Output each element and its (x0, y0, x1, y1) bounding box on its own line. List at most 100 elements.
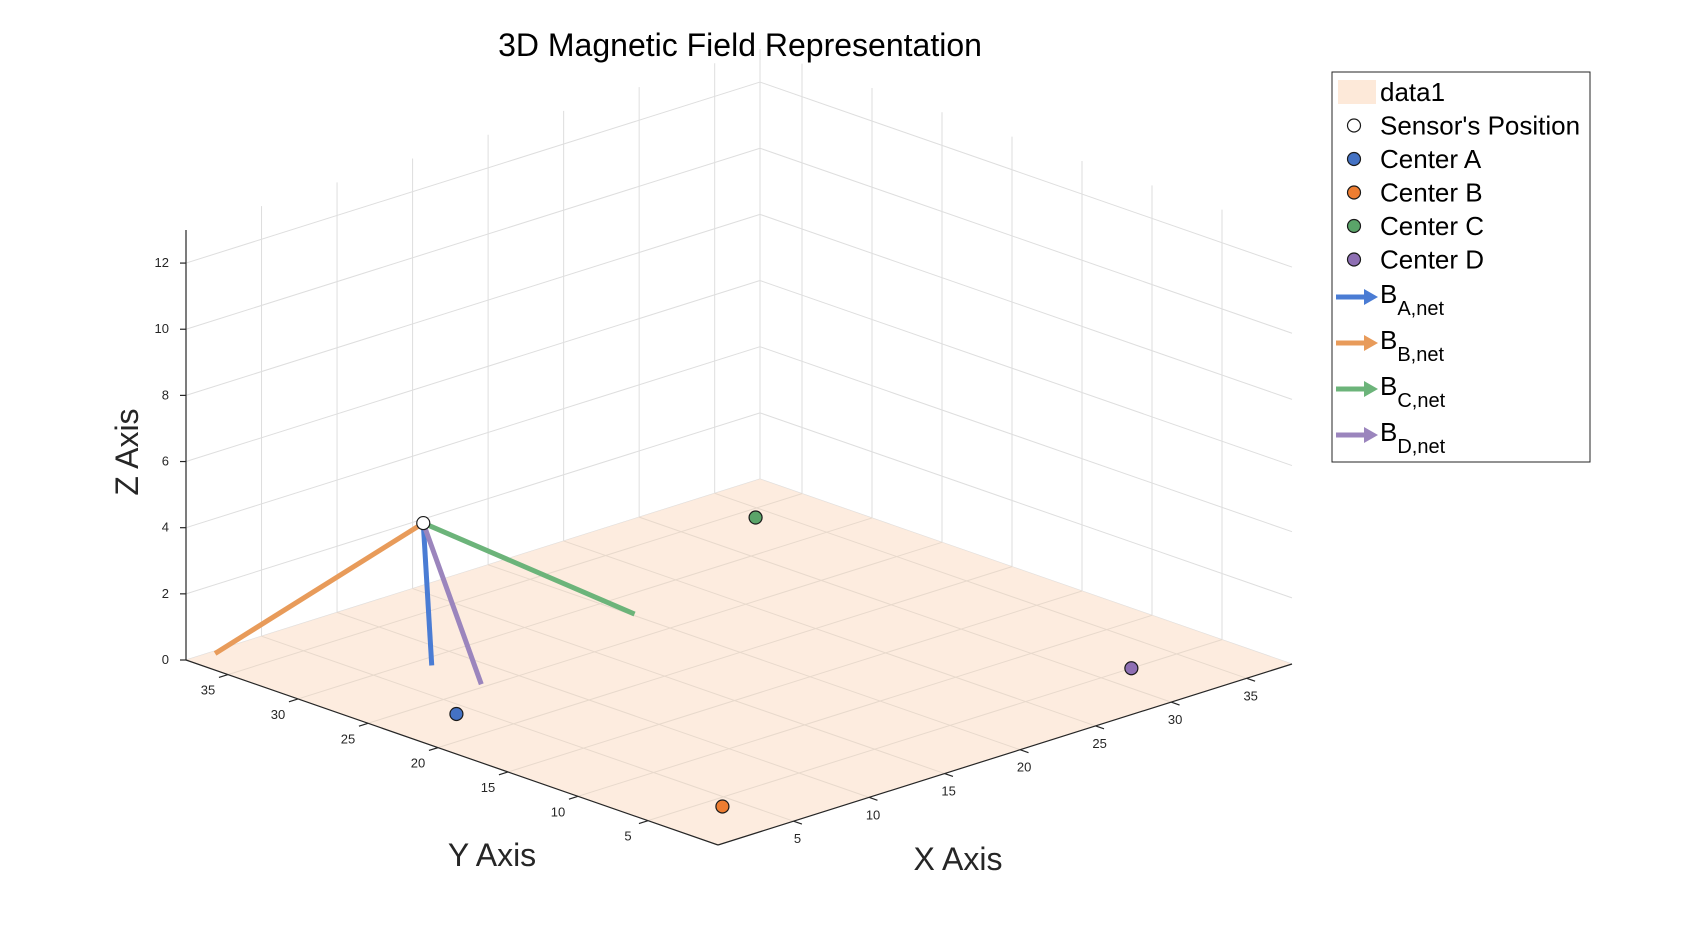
legend-marker-center-a (1346, 151, 1362, 167)
point-center-c (748, 510, 763, 525)
y-tick (498, 771, 509, 776)
legend-label-center-d: Center D (1380, 245, 1484, 275)
legend-label-d-net: BD,net (1380, 417, 1446, 458)
x-tick (1095, 725, 1105, 730)
y-tick-label: 5 (624, 829, 631, 844)
grid-line (759, 412, 1293, 599)
legend-label-center-c: Center C (1380, 211, 1484, 241)
chart-title: 3D Magnetic Field Representation (498, 27, 982, 63)
grid-line (759, 280, 1293, 467)
y-tick-label: 10 (551, 804, 565, 819)
z-tick-label: 4 (162, 520, 169, 535)
floor-grid-line (487, 564, 1021, 751)
y-tick (568, 795, 579, 800)
grid-line (185, 147, 761, 330)
vector-c-net (422, 520, 636, 617)
z-tick-label: 0 (162, 652, 169, 667)
floor-grid-line (714, 492, 1247, 679)
x-axis-label: X Axis (914, 841, 1003, 877)
floor-grid-line (367, 541, 943, 724)
legend-label-sensor: Sensor's Position (1380, 111, 1580, 141)
floor-grid-line (261, 635, 794, 822)
legend-label-data1: data1 (1380, 77, 1445, 107)
y-tick-label: 30 (271, 707, 285, 722)
y-tick (358, 722, 369, 727)
legend-label-center-b: Center B (1380, 178, 1483, 208)
y-tick-label: 35 (201, 683, 215, 698)
grid-line (185, 81, 761, 264)
vector-d-net (420, 522, 484, 686)
z-tick-label: 2 (162, 586, 169, 601)
point-center-d (1124, 661, 1139, 676)
floor-grid-line (638, 516, 1172, 703)
x-tick-label: 20 (1017, 760, 1031, 775)
grid-line (759, 213, 1293, 400)
grid-line (185, 412, 761, 595)
y-axis-line (185, 659, 719, 846)
x-tick (944, 772, 954, 778)
legend-swatch-data1 (1338, 80, 1376, 104)
x-tick (1246, 677, 1256, 682)
grid-line (185, 346, 761, 529)
legend-arrowhead-a-net (1364, 289, 1378, 305)
x-axis-line (717, 663, 1293, 846)
y-tick (288, 698, 299, 703)
y-tick-label: 25 (341, 731, 355, 746)
z-tick-label: 12 (155, 255, 169, 270)
floor-grid-line (437, 566, 1013, 749)
legend-marker-sensor (1346, 118, 1362, 133)
y-tick (638, 820, 649, 825)
floor-grid-line (563, 540, 1096, 727)
legend-arrowhead-b-net (1364, 335, 1378, 351)
legend-box (1331, 71, 1591, 463)
grid-line (759, 81, 1293, 268)
floor-grid-line (227, 493, 803, 676)
z-tick-label: 10 (155, 321, 169, 336)
x-tick-label: 5 (794, 831, 801, 846)
legend-label-c-net: BC,net (1380, 371, 1446, 412)
y-tick-label: 20 (411, 756, 425, 771)
vector-b-net (213, 520, 425, 656)
legend-label-center-a: Center A (1380, 144, 1482, 174)
x-tick (1019, 749, 1029, 754)
z-axis-label: Z Axis (109, 408, 145, 495)
legend-label-a-net: BA,net (1380, 279, 1444, 320)
x-tick-label: 25 (1092, 736, 1106, 751)
point-sensor-position (416, 515, 431, 531)
legend-arrowhead-d-net (1364, 427, 1378, 443)
z-tick-label: 6 (162, 454, 169, 469)
x-tick (793, 820, 803, 825)
grid-line (185, 213, 761, 396)
floor-grid-line (507, 590, 1083, 773)
legend-marker-center-d (1346, 252, 1362, 267)
x-tick (1170, 701, 1180, 706)
y-tick (428, 747, 439, 752)
x-tick-label: 10 (866, 807, 880, 822)
floor-grid-line (412, 588, 945, 775)
grid-line (759, 147, 1293, 334)
legend-arrowhead-c-net (1364, 381, 1378, 397)
x-tick (868, 796, 878, 801)
legend-label-b-net: BB,net (1380, 325, 1444, 366)
y-axis-label: Y Axis (448, 837, 536, 873)
legend-marker-center-c (1346, 218, 1362, 234)
point-center-b (715, 799, 730, 814)
y-tick-label: 15 (481, 780, 495, 795)
legend-marker-center-b (1346, 185, 1362, 200)
z-tick-label: 8 (162, 387, 169, 402)
floor-grid-line (336, 611, 870, 798)
grid-line (185, 280, 761, 463)
x-tick-label: 30 (1168, 712, 1182, 727)
floor-grid-line (297, 517, 873, 700)
plane-data1 (186, 479, 1292, 845)
y-tick (218, 674, 229, 679)
x-tick-label: 15 (941, 784, 955, 799)
grid-line (759, 346, 1293, 533)
point-center-a (449, 706, 464, 722)
x-tick-label: 35 (1243, 688, 1257, 703)
vector-a-net (420, 522, 435, 666)
floor-grid-line (577, 614, 1153, 797)
